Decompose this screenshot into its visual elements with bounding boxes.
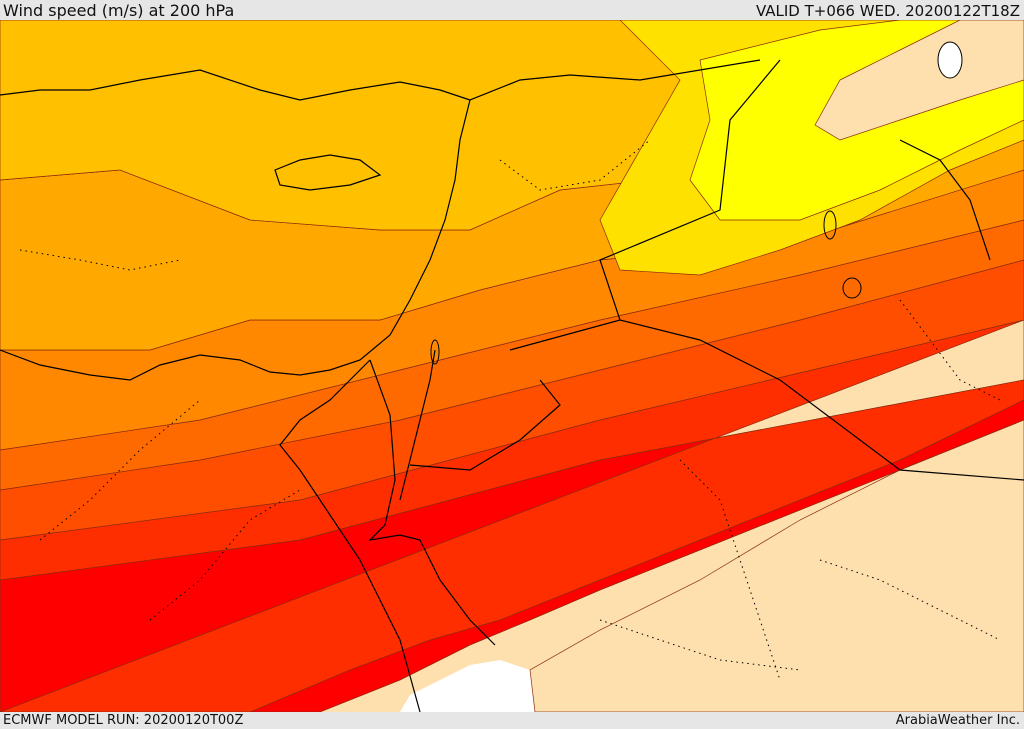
- lake-marker: [823, 210, 837, 240]
- header-bar: Wind speed (m/s) at 200 hPa VALID T+066 …: [0, 0, 1024, 20]
- model-run-label: ECMWF MODEL RUN: 20200120T00Z: [3, 713, 244, 728]
- map-title: Wind speed (m/s) at 200 hPa: [3, 1, 235, 20]
- no-data-area: [400, 660, 535, 712]
- footer-bar: ECMWF MODEL RUN: 20200120T00Z ArabiaWeat…: [0, 712, 1024, 729]
- wind-band-calm-south: [529, 419, 1024, 712]
- lake-marker-2: [842, 277, 862, 299]
- map-area: [0, 20, 1024, 712]
- wind-band-calm-north: [814, 20, 1024, 141]
- wind-speed-map: [0, 20, 1024, 712]
- dead-sea-marker: [430, 339, 440, 365]
- island-marker: [937, 41, 963, 79]
- administrative-boundaries: [19, 139, 1001, 681]
- valid-time-label: VALID T+066 WED. 20200122T18Z: [755, 2, 1020, 20]
- coastlines-and-borders: [0, 59, 1024, 712]
- provider-credit: ArabiaWeather Inc.: [895, 713, 1020, 728]
